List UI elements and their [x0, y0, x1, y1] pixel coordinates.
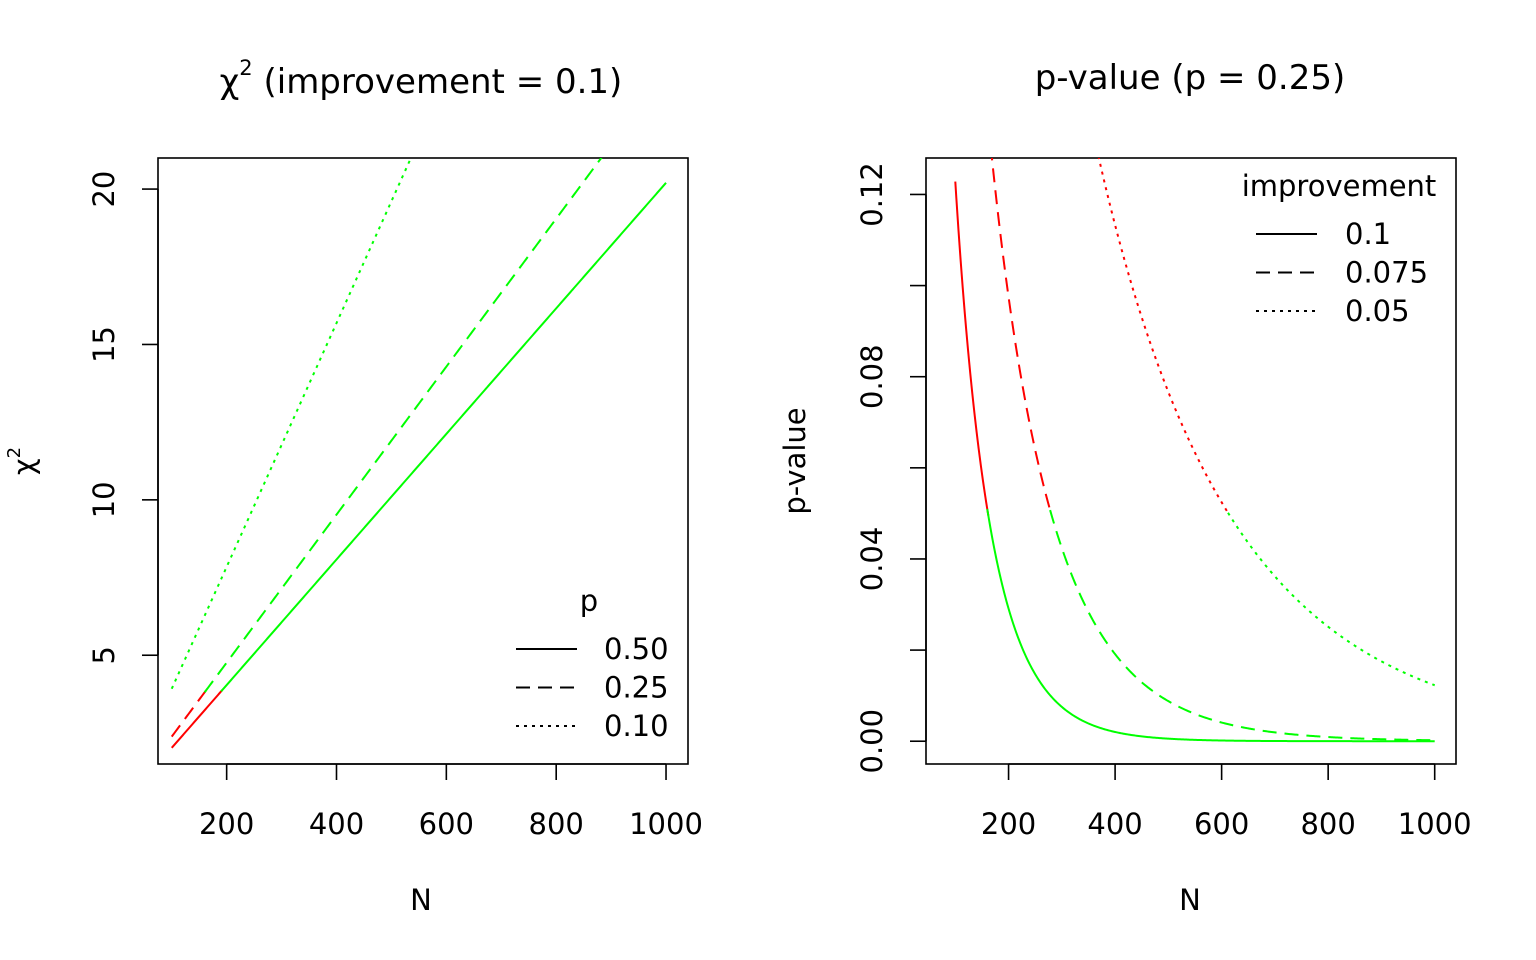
x-tick-label: 1000 — [1398, 807, 1472, 841]
chi-square-series — [170, 158, 667, 749]
p-value-y-label: p-value — [778, 407, 812, 514]
x-tick-label: 800 — [1300, 807, 1355, 841]
y-tick-label: 20 — [87, 171, 121, 208]
chi-square-legend: p0.50 0.25 0.10 — [516, 584, 669, 743]
y-tick-label: 0.08 — [855, 344, 889, 409]
x-tick-label: 800 — [529, 807, 584, 841]
series-line-0.05-significant — [1227, 512, 1436, 687]
legend-label: 0.1 — [1345, 217, 1391, 251]
x-tick-label: 200 — [199, 807, 254, 841]
y-tick-label: 15 — [87, 326, 121, 363]
series-line-0.1-significant — [986, 508, 1435, 743]
series-line-0.1-not-significant — [954, 181, 990, 516]
y-tick-label: 10 — [87, 481, 121, 518]
legend-title: improvement — [1242, 169, 1437, 203]
chi-square-panel: χ2 (improvement = 0.1) 200 400 600 800 1000 … — [4, 56, 703, 917]
p-value-title: p-value (p = 0.25) — [1035, 58, 1346, 98]
legend-title: p — [580, 584, 598, 618]
legend-label: 0.50 — [604, 632, 669, 666]
chi-square-title: χ2 (improvement = 0.1) — [220, 56, 623, 102]
series-line-0.075-not-significant — [990, 158, 1053, 515]
chi-square-y-label: χ2 — [4, 447, 41, 475]
y-tick-label: 0.00 — [855, 709, 889, 774]
y-tick-label: 0.04 — [855, 527, 889, 592]
legend-label: 0.25 — [604, 671, 669, 705]
p-value-x-label: N — [1179, 883, 1201, 917]
legend-label: 0.10 — [604, 709, 669, 743]
x-tick-label: 1000 — [629, 807, 703, 841]
legend-label: 0.05 — [1345, 294, 1410, 328]
p-value-y-axis: 0.00 0.04 0.08 0.12 — [855, 162, 927, 774]
x-tick-label: 200 — [981, 807, 1036, 841]
x-tick-label: 600 — [1194, 807, 1249, 841]
series-line-0.50-significant — [220, 182, 667, 692]
series-line-0.25-not-significant — [170, 690, 207, 738]
p-value-legend: improvement 0.1 0.075 0.05 — [1242, 169, 1437, 328]
x-tick-label: 400 — [1087, 807, 1142, 841]
series-line-0.075-significant — [1049, 509, 1435, 742]
p-value-panel: p-value (p = 0.25) 200 400 600 800 1000 0.00… — [778, 58, 1472, 917]
x-tick-label: 600 — [419, 807, 474, 841]
chi-square-x-label: N — [410, 883, 432, 917]
y-tick-label: 0.12 — [855, 162, 889, 227]
x-tick-label: 400 — [309, 807, 364, 841]
series-line-0.25-significant — [203, 158, 603, 693]
y-tick-label: 5 — [87, 646, 121, 664]
legend-label: 0.075 — [1345, 256, 1428, 290]
p-value-x-axis: 200 400 600 800 1000 — [981, 763, 1472, 841]
chi-square-y-axis: 5 10 15 20 — [87, 171, 159, 664]
p-value-series — [954, 158, 1436, 743]
series-line-0.50-not-significant — [170, 689, 224, 749]
series-line-0.10-significant — [170, 158, 413, 690]
chi-square-x-axis: 200 400 600 800 1000 — [199, 763, 703, 841]
